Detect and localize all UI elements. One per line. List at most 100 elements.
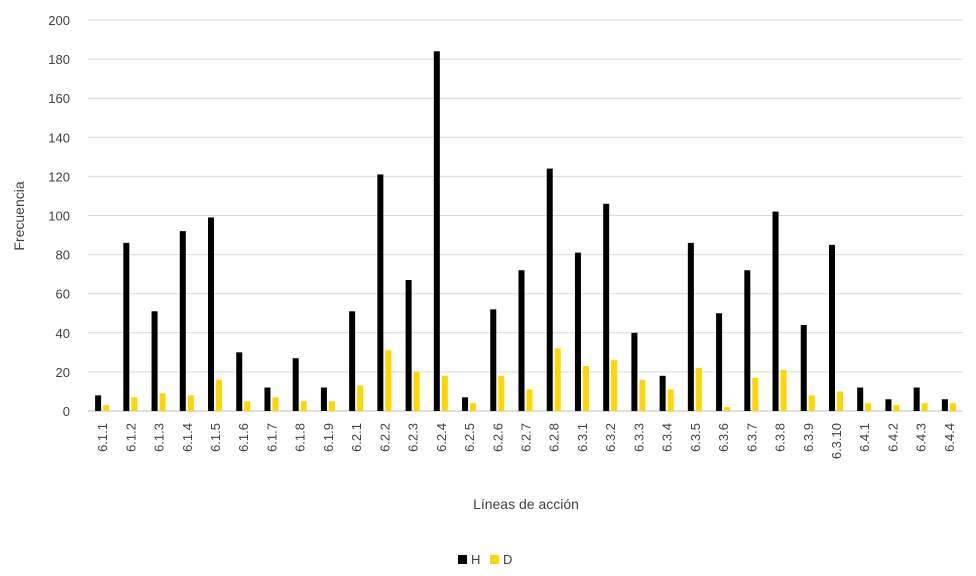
legend-label: H	[471, 552, 480, 567]
bar-d	[357, 385, 364, 411]
bar-h	[462, 397, 469, 411]
bar-h	[659, 375, 666, 411]
bar-d	[752, 377, 759, 411]
bar-d	[470, 403, 477, 411]
y-axis-ticks: 0 20 40 60 80 100 120 140 160 180 200	[48, 13, 70, 419]
bar-d	[949, 403, 956, 411]
bar-h	[631, 332, 638, 411]
bar-h	[546, 168, 553, 411]
bar-d	[724, 407, 731, 411]
bar-d	[808, 395, 815, 411]
bar-d	[103, 405, 110, 411]
x-tick-label: 6.1.4	[180, 423, 195, 452]
y-tick-label: 200	[48, 13, 70, 28]
x-tick-label: 6.4.4	[942, 423, 957, 452]
bar-h	[377, 174, 384, 411]
bar-h	[349, 311, 356, 411]
y-tick-label: 120	[48, 169, 70, 184]
legend-label: D	[503, 552, 512, 567]
x-tick-label: 6.2.7	[519, 423, 534, 452]
bar-d	[413, 371, 420, 411]
bar-h	[433, 51, 440, 411]
bar-d	[300, 401, 307, 411]
x-tick-label: 6.1.8	[293, 423, 308, 452]
x-tick-label: 6.1.6	[236, 423, 251, 452]
legend-swatch	[458, 555, 467, 564]
bar-d	[639, 379, 646, 411]
x-tick-label: 6.3.1	[575, 423, 590, 452]
y-tick-label: 20	[56, 365, 70, 380]
bar-h	[772, 211, 779, 411]
bar-d	[836, 391, 843, 411]
bar-d	[441, 375, 448, 411]
y-axis-title: Frecuencia	[11, 181, 27, 250]
x-tick-label: 6.3.8	[773, 423, 788, 452]
legend-swatch	[490, 555, 499, 564]
bar-h	[687, 242, 694, 411]
x-tick-label: 6.4.3	[914, 423, 929, 452]
x-tick-label: 6.3.7	[744, 423, 759, 452]
x-tick-label: 6.1.9	[321, 423, 336, 452]
bar-h	[208, 217, 215, 411]
bar-h	[828, 244, 835, 411]
y-tick-label: 180	[48, 52, 70, 67]
x-tick-label: 6.3.10	[829, 423, 844, 459]
x-tick-label: 6.3.2	[603, 423, 618, 452]
bar-d	[187, 395, 194, 411]
x-tick-label: 6.1.2	[123, 423, 138, 452]
bar-h	[518, 270, 525, 411]
bar-d	[272, 397, 279, 411]
y-tick-label: 160	[48, 91, 70, 106]
bar-h	[857, 387, 864, 411]
bar-d	[780, 369, 787, 411]
bar-d	[244, 401, 251, 411]
bar-h	[574, 252, 581, 411]
x-tick-label: 6.4.2	[885, 423, 900, 452]
bar-h	[320, 387, 327, 411]
x-tick-label: 6.2.8	[547, 423, 562, 452]
x-tick-label: 6.1.5	[208, 423, 223, 452]
x-tick-label: 6.4.1	[857, 423, 872, 452]
bar-h	[490, 309, 497, 411]
y-tick-label: 100	[48, 209, 70, 224]
bars	[95, 51, 956, 411]
x-tick-label: 6.1.1	[95, 423, 110, 452]
bar-h	[885, 399, 892, 411]
bar-h	[800, 324, 807, 411]
x-tick-label: 6.2.4	[434, 423, 449, 452]
x-tick-label: 6.2.1	[349, 423, 364, 452]
bar-h	[292, 358, 299, 411]
bar-h	[716, 313, 723, 411]
bar-h	[151, 311, 158, 411]
bar-d	[131, 397, 138, 411]
bar-d	[159, 393, 166, 411]
y-tick-label: 80	[56, 248, 70, 263]
bar-d	[526, 389, 533, 411]
bar-d	[554, 348, 561, 411]
bar-d	[328, 401, 335, 411]
x-tick-label: 6.3.5	[688, 423, 703, 452]
x-tick-label: 6.1.7	[264, 423, 279, 452]
bar-d	[582, 366, 589, 411]
y-tick-label: 40	[56, 326, 70, 341]
bar-h	[603, 203, 610, 411]
bar-h	[405, 280, 412, 411]
bar-h	[744, 270, 751, 411]
gridlines	[88, 19, 963, 412]
bar-d	[921, 403, 928, 411]
x-tick-label: 6.3.6	[716, 423, 731, 452]
bar-h	[95, 395, 102, 411]
x-tick-label: 6.3.9	[801, 423, 816, 452]
x-tick-label: 6.2.5	[462, 423, 477, 452]
bar-h	[123, 242, 130, 411]
bar-h	[913, 387, 920, 411]
bar-h	[236, 352, 243, 411]
bar-h	[179, 231, 186, 411]
x-tick-label: 6.1.3	[152, 423, 167, 452]
x-tick-label: 6.3.4	[660, 423, 675, 452]
bar-d	[667, 389, 674, 411]
x-tick-label: 6.3.3	[631, 423, 646, 452]
